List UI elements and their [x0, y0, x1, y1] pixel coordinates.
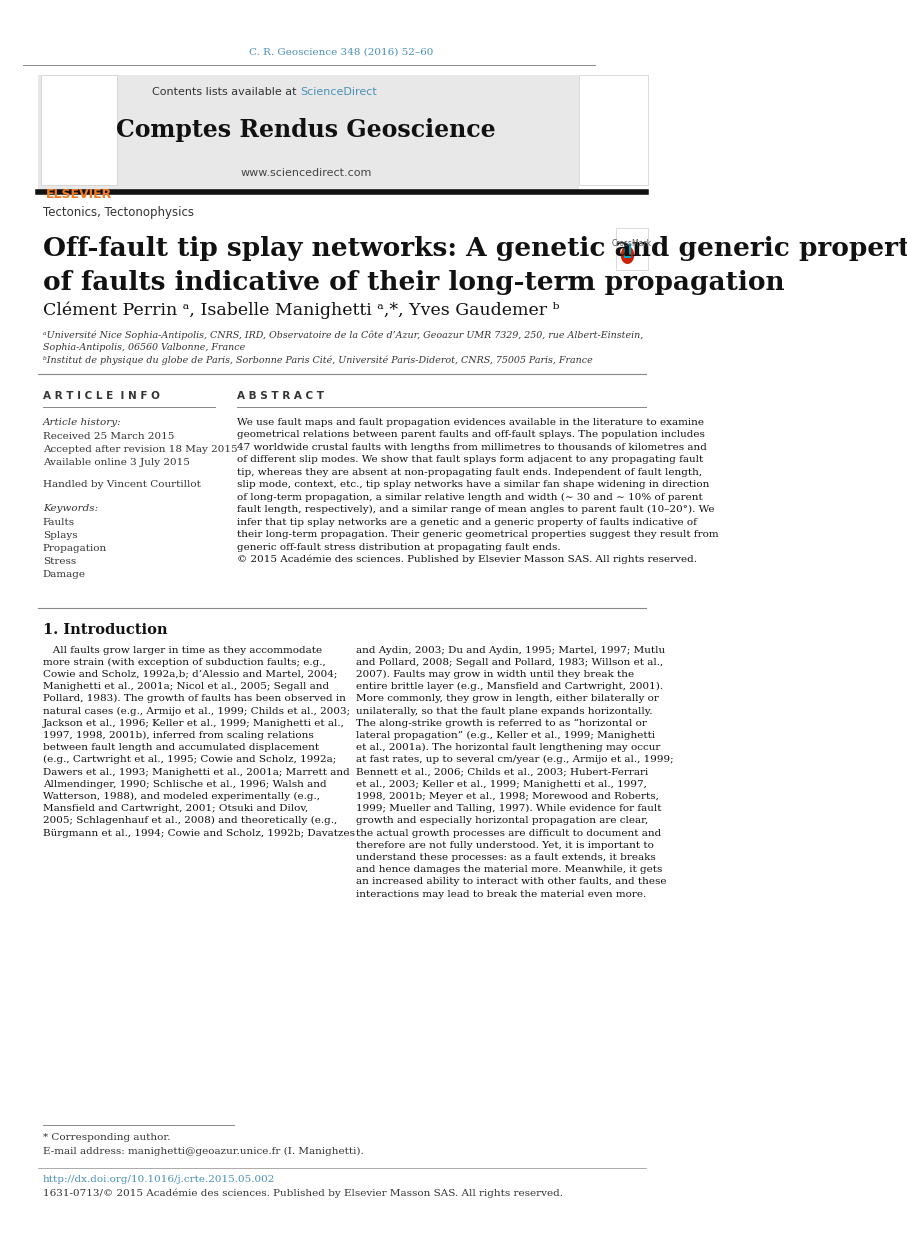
Text: Manighetti et al., 2001a; Nicol et al., 2005; Segall and: Manighetti et al., 2001a; Nicol et al., …: [43, 682, 329, 691]
Text: Faults: Faults: [43, 517, 75, 526]
Text: of different slip modes. We show that fault splays form adjacent to any propagat: of different slip modes. We show that fa…: [238, 456, 704, 464]
Text: infer that tip splay networks are a genetic and a generic property of faults ind: infer that tip splay networks are a gene…: [238, 517, 697, 526]
Text: 1997, 1998, 2001b), inferred from scaling relations: 1997, 1998, 2001b), inferred from scalin…: [43, 730, 314, 740]
Text: Clément Perrin ᵃ, Isabelle Manighetti ᵃ,*, Yves Gaudemer ᵇ: Clément Perrin ᵃ, Isabelle Manighetti ᵃ,…: [43, 301, 560, 318]
Text: E-mail address: manighetti@geoazur.unice.fr (I. Manighetti).: E-mail address: manighetti@geoazur.unice…: [43, 1146, 364, 1155]
Text: natural cases (e.g., Armijo et al., 1999; Childs et al., 2003;: natural cases (e.g., Armijo et al., 1999…: [43, 707, 350, 716]
Text: Dawers et al., 1993; Manighetti et al., 2001a; Marrett and: Dawers et al., 1993; Manighetti et al., …: [43, 768, 350, 776]
Text: Splays: Splays: [43, 531, 78, 540]
Text: Allmendinger, 1990; Schlische et al., 1996; Walsh and: Allmendinger, 1990; Schlische et al., 19…: [43, 780, 327, 789]
Bar: [579, 76, 648, 184]
Text: © 2015 Académie des sciences. Published by Elsevier Masson SAS. All rights reser: © 2015 Académie des sciences. Published …: [238, 555, 697, 565]
Text: Pollard, 1983). The growth of faults has been observed in: Pollard, 1983). The growth of faults has…: [43, 695, 346, 703]
Text: 2007). Faults may grow in width until they break the: 2007). Faults may grow in width until th…: [356, 670, 634, 678]
Text: All faults grow larger in time as they accommodate: All faults grow larger in time as they a…: [43, 645, 322, 655]
Text: geometrical relations between parent faults and off-fault splays. The population: geometrical relations between parent fau…: [238, 430, 705, 439]
Text: et al., 2003; Keller et al., 1999; Manighetti et al., 1997,: et al., 2003; Keller et al., 1999; Manig…: [356, 780, 647, 789]
Text: 1631-0713/© 2015 Académie des sciences. Published by Elsevier Masson SAS. All ri: 1631-0713/© 2015 Académie des sciences. …: [43, 1188, 563, 1197]
Text: of long-term propagation, a similar relative length and width (∼ 30 and ∼ 10% of: of long-term propagation, a similar rela…: [238, 493, 703, 501]
Bar: [38, 76, 579, 189]
Text: A B S T R A C T: A B S T R A C T: [238, 391, 325, 401]
Text: Available online 3 July 2015: Available online 3 July 2015: [43, 458, 190, 467]
Text: The along-strike growth is referred to as “horizontal or: The along-strike growth is referred to a…: [356, 718, 647, 728]
Text: of faults indicative of their long-term propagation: of faults indicative of their long-term …: [43, 270, 785, 295]
Text: Handled by Vincent Courtillot: Handled by Vincent Courtillot: [43, 479, 200, 489]
Bar: [625, 244, 630, 258]
Text: Off-fault tip splay networks: A genetic and generic property: Off-fault tip splay networks: A genetic …: [43, 235, 907, 260]
Text: 1999; Mueller and Talling, 1997). While evidence for fault: 1999; Mueller and Talling, 1997). While …: [356, 803, 661, 813]
Text: Comptes Rendus Geoscience: Comptes Rendus Geoscience: [116, 118, 495, 142]
Text: Watterson, 1988), and modeled experimentally (e.g.,: Watterson, 1988), and modeled experiment…: [43, 792, 320, 801]
Circle shape: [620, 246, 634, 264]
Text: an increased ability to interact with other faults, and these: an increased ability to interact with ot…: [356, 878, 666, 886]
Text: CrossMark: CrossMark: [612, 239, 652, 248]
Text: Bennett et al., 2006; Childs et al., 2003; Hubert-Ferrari: Bennett et al., 2006; Childs et al., 200…: [356, 768, 648, 776]
Text: www.sciencedirect.com: www.sciencedirect.com: [240, 168, 372, 178]
Text: Received 25 March 2015: Received 25 March 2015: [43, 432, 174, 441]
Text: generic off-fault stress distribution at propagating fault ends.: generic off-fault stress distribution at…: [238, 542, 561, 551]
Text: understand these processes: as a fault extends, it breaks: understand these processes: as a fault e…: [356, 853, 656, 862]
Text: Article history:: Article history:: [43, 417, 122, 427]
Text: fault length, respectively), and a similar range of mean angles to parent fault : fault length, respectively), and a simil…: [238, 505, 715, 514]
Text: More commonly, they grow in length, either bilaterally or: More commonly, they grow in length, eith…: [356, 695, 658, 703]
Text: Mansfield and Cartwright, 2001; Otsuki and Dilov,: Mansfield and Cartwright, 2001; Otsuki a…: [43, 805, 308, 813]
Text: C. R. Geoscience 348 (2016) 52–60: C. R. Geoscience 348 (2016) 52–60: [249, 47, 434, 57]
Text: Propagation: Propagation: [43, 543, 107, 552]
Text: et al., 2001a). The horizontal fault lengthening may occur: et al., 2001a). The horizontal fault len…: [356, 743, 660, 753]
Text: between fault length and accumulated displacement: between fault length and accumulated dis…: [43, 743, 319, 753]
Text: slip mode, context, etc., tip splay networks have a similar fan shape widening i: slip mode, context, etc., tip splay netw…: [238, 480, 709, 489]
Text: and hence damages the material more. Meanwhile, it gets: and hence damages the material more. Mea…: [356, 865, 662, 874]
Text: at fast rates, up to several cm/year (e.g., Armijo et al., 1999;: at fast rates, up to several cm/year (e.…: [356, 755, 673, 764]
Text: and Aydin, 2003; Du and Aydin, 1995; Martel, 1997; Mutlu: and Aydin, 2003; Du and Aydin, 1995; Mar…: [356, 645, 665, 655]
Text: We use fault maps and fault propagation evidences available in the literature to: We use fault maps and fault propagation …: [238, 417, 705, 427]
Text: A R T I C L E  I N F O: A R T I C L E I N F O: [43, 391, 160, 401]
Text: interactions may lead to break the material even more.: interactions may lead to break the mater…: [356, 889, 646, 899]
Text: entire brittle layer (e.g., Mansfield and Cartwright, 2001).: entire brittle layer (e.g., Mansfield an…: [356, 682, 663, 691]
Text: Keywords:: Keywords:: [43, 504, 98, 513]
Text: tip, whereas they are absent at non-propagating fault ends. Independent of fault: tip, whereas they are absent at non-prop…: [238, 468, 702, 477]
Text: * Corresponding author.: * Corresponding author.: [43, 1134, 171, 1143]
Text: growth and especially horizontal propagation are clear,: growth and especially horizontal propaga…: [356, 816, 648, 826]
Text: therefore are not fully understood. Yet, it is important to: therefore are not fully understood. Yet,…: [356, 841, 653, 849]
Text: 2005; Schlagenhauf et al., 2008) and theoretically (e.g.,: 2005; Schlagenhauf et al., 2008) and the…: [43, 816, 337, 826]
Text: Bürgmann et al., 1994; Cowie and Scholz, 1992b; Davatzes: Bürgmann et al., 1994; Cowie and Scholz,…: [43, 828, 355, 837]
Text: unilaterally, so that the fault plane expands horizontally.: unilaterally, so that the fault plane ex…: [356, 707, 652, 716]
Text: Stress: Stress: [43, 557, 76, 566]
Text: Tectonics, Tectonophysics: Tectonics, Tectonophysics: [43, 206, 194, 218]
Text: their long-term propagation. Their generic geometrical properties suggest they r: their long-term propagation. Their gener…: [238, 530, 719, 539]
Text: Contents lists available at: Contents lists available at: [151, 87, 300, 97]
Bar: [42, 76, 117, 184]
Text: lateral propagation” (e.g., Keller et al., 1999; Manighetti: lateral propagation” (e.g., Keller et al…: [356, 730, 655, 740]
Text: the actual growth processes are difficult to document and: the actual growth processes are difficul…: [356, 828, 661, 837]
Text: more strain (with exception of subduction faults; e.g.,: more strain (with exception of subductio…: [43, 657, 326, 667]
Text: 47 worldwide crustal faults with lengths from millimetres to thousands of kilome: 47 worldwide crustal faults with lengths…: [238, 442, 707, 452]
Bar: [616, 228, 648, 270]
Text: ᵇInstitut de physique du globe de Paris, Sorbonne Paris Cité, Université Paris-D: ᵇInstitut de physique du globe de Paris,…: [43, 355, 592, 365]
Text: and Pollard, 2008; Segall and Pollard, 1983; Willson et al.,: and Pollard, 2008; Segall and Pollard, 1…: [356, 657, 663, 667]
Text: ScienceDirect: ScienceDirect: [300, 87, 376, 97]
Text: Accepted after revision 18 May 2015: Accepted after revision 18 May 2015: [43, 444, 238, 453]
Text: 1998, 2001b; Meyer et al., 1998; Morewood and Roberts,: 1998, 2001b; Meyer et al., 1998; Morewoo…: [356, 792, 658, 801]
Text: Damage: Damage: [43, 569, 86, 578]
Text: 1. Introduction: 1. Introduction: [43, 623, 168, 638]
Text: http://dx.doi.org/10.1016/j.crte.2015.05.002: http://dx.doi.org/10.1016/j.crte.2015.05…: [43, 1176, 276, 1185]
Text: ELSEVIER: ELSEVIER: [46, 188, 112, 201]
Text: ᵃUniversité Nice Sophia-Antipolis, CNRS, IRD, Observatoire de la Côte d’Azur, Ge: ᵃUniversité Nice Sophia-Antipolis, CNRS,…: [43, 331, 643, 339]
Text: Sophia-Antipolis, 06560 Valbonne, France: Sophia-Antipolis, 06560 Valbonne, France: [43, 343, 245, 352]
Text: (e.g., Cartwright et al., 1995; Cowie and Scholz, 1992a;: (e.g., Cartwright et al., 1995; Cowie an…: [43, 755, 336, 764]
Text: Jackson et al., 1996; Keller et al., 1999; Manighetti et al.,: Jackson et al., 1996; Keller et al., 199…: [43, 719, 345, 728]
Text: Cowie and Scholz, 1992a,b; d’Alessio and Martel, 2004;: Cowie and Scholz, 1992a,b; d’Alessio and…: [43, 670, 337, 678]
